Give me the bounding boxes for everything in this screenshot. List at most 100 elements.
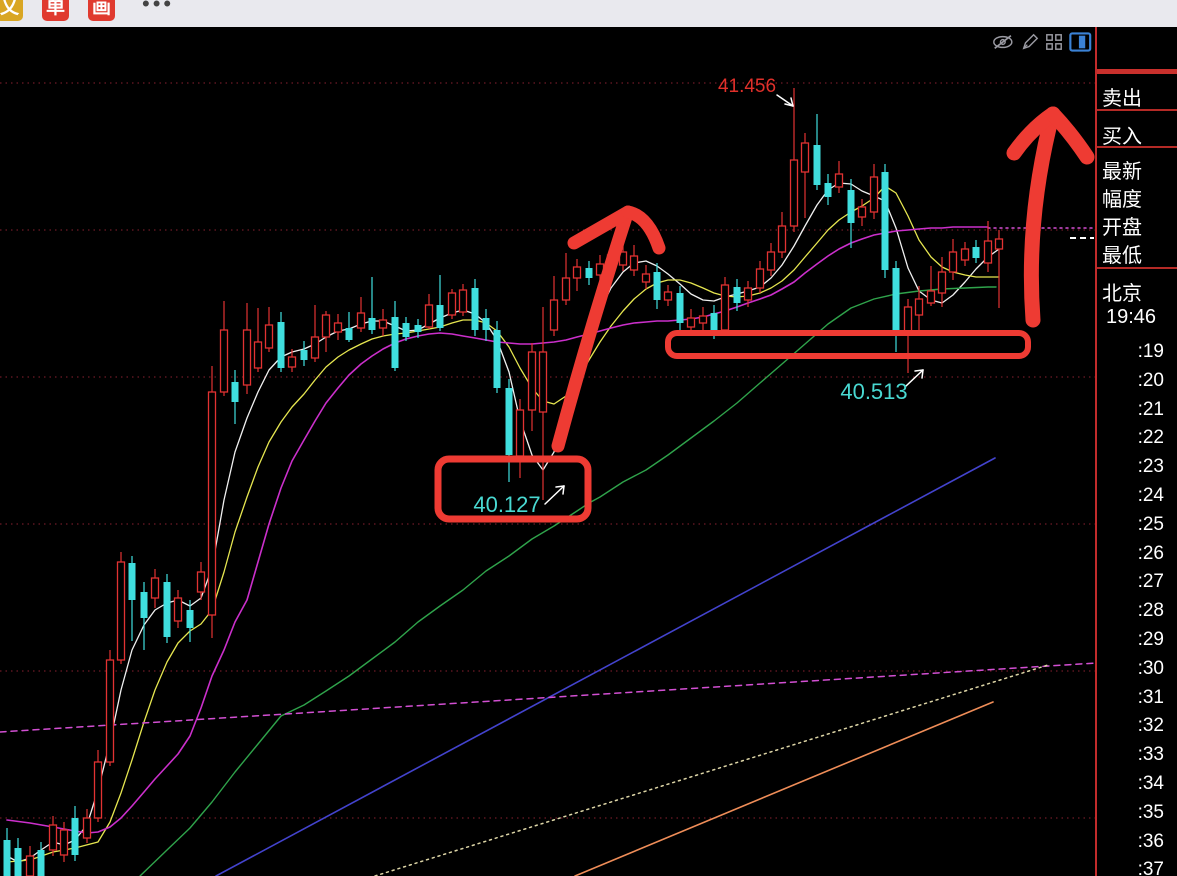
candle-body-down [71, 818, 79, 855]
time-tick-label: :19 [1137, 341, 1164, 362]
clock-label: 19:46 [1106, 306, 1157, 328]
candle-body-up [447, 292, 457, 316]
candle-body-down [733, 287, 741, 303]
candle-body-up [937, 271, 947, 294]
eye-off-icon[interactable] [992, 32, 1015, 52]
pointer-arrow [790, 97, 794, 107]
candle-body-up [720, 284, 730, 331]
candle-body-up [641, 273, 651, 283]
candle-body-up [789, 159, 799, 227]
candle-body-up [527, 351, 537, 411]
quote-field-label: 幅度 [1102, 189, 1142, 211]
candle-body-down [140, 592, 148, 618]
candle-body-up [755, 268, 765, 289]
buy-button[interactable]: 买入 [1102, 126, 1142, 148]
candle-body-up [93, 761, 103, 819]
timezone-label: 北京 [1102, 283, 1142, 305]
candle-body-up [458, 289, 468, 313]
candle-body-up [869, 176, 879, 213]
grid-icon[interactable] [1045, 32, 1063, 52]
annotation-arrow [621, 205, 666, 255]
candle-body-down [163, 582, 171, 637]
time-tick-label: :28 [1137, 600, 1164, 622]
candle-body-up [321, 314, 331, 338]
draw-icon[interactable]: 画 [88, 0, 115, 21]
annotation-arrow [551, 210, 633, 453]
candle-body-up [777, 225, 787, 253]
gold-app-icon[interactable]: 乂 [0, 0, 23, 21]
divider [1097, 109, 1177, 111]
annotation-arrow [1023, 120, 1057, 328]
time-tick-label: :31 [1137, 686, 1164, 708]
candlestick-chart[interactable]: 41.456 40.127 40.513 [0, 27, 1096, 876]
candle-body-down [824, 183, 832, 197]
ma-magenta [6, 226, 989, 834]
panel-separator [1095, 27, 1097, 876]
candle-body-up [333, 322, 343, 333]
sell-button[interactable]: 卖出 [1102, 88, 1142, 110]
candle-body-up [287, 356, 297, 368]
pointer-arrow [776, 94, 794, 107]
candle-body-up [698, 315, 708, 324]
more-menu-icon[interactable]: ••• [142, 0, 175, 16]
time-tick-label: :21 [1137, 398, 1164, 420]
candle-body-down [585, 268, 593, 278]
panel-top-bar [1097, 69, 1177, 74]
candle-body-up [766, 251, 776, 271]
candle-body-down [391, 317, 399, 368]
candle-body-up [116, 561, 126, 661]
time-tick-label: :34 [1137, 773, 1164, 794]
top-toolbar: 乂 单 画 ••• [0, 0, 1177, 27]
pointer-arrow [905, 369, 924, 387]
candle-body-down [471, 288, 479, 330]
candle-body-down [402, 323, 410, 337]
candle-body-up [242, 329, 252, 386]
candle-body-up [994, 238, 1004, 250]
candle-body-down [414, 325, 422, 332]
candle-body-up [59, 829, 69, 856]
time-tick-label: :35 [1137, 801, 1164, 823]
divider [1097, 146, 1177, 148]
candle-body-down [813, 145, 821, 185]
pencil-icon[interactable] [1021, 32, 1040, 52]
candle-body-up [219, 329, 229, 393]
ma-green [139, 286, 997, 876]
time-tick-label: :30 [1137, 657, 1164, 679]
trend-beige-dotted [374, 664, 1049, 876]
trend-magenta-dashed [0, 662, 1096, 733]
candle-body-up [983, 240, 993, 264]
candle-body-up [549, 299, 559, 331]
candle-body-up [914, 298, 924, 316]
candle-body-down [710, 313, 718, 333]
candle-body-up [82, 817, 92, 839]
candle-body-up [515, 409, 525, 457]
candle-body-up [105, 659, 115, 763]
time-tick-label: :25 [1137, 513, 1164, 535]
candle-body-up [561, 277, 571, 301]
layout-icon[interactable] [1069, 31, 1092, 53]
candle-body-down [3, 840, 11, 876]
quote-field-label: 最新 [1102, 161, 1142, 183]
candle-body-down [186, 610, 194, 628]
candle-body-up [378, 319, 388, 329]
pointer-arrow [562, 485, 565, 495]
candle-body-up [834, 173, 844, 188]
quote-panel: 卖出 买入 最新 幅度 开盘 最低 北京 19:46 :19:20:21:22:23:… [1097, 27, 1177, 876]
candle-body-up [196, 571, 206, 593]
candle-body-up [743, 287, 753, 301]
candle-body-up [207, 391, 217, 616]
candle-body-down [493, 330, 501, 388]
candle-body-down [436, 305, 444, 328]
trend-blue [215, 457, 996, 876]
candle-body-up [926, 290, 936, 304]
order-icon[interactable]: 单 [42, 0, 69, 21]
candle-body-down [300, 350, 308, 360]
candle-body-up [538, 351, 548, 413]
candle-body-down [277, 322, 285, 368]
candle-body-down [231, 382, 239, 402]
annotation-arrow [567, 205, 635, 250]
candle-body-up [150, 577, 160, 599]
time-tick-label: :23 [1137, 456, 1164, 478]
candle-body-up [264, 324, 274, 349]
